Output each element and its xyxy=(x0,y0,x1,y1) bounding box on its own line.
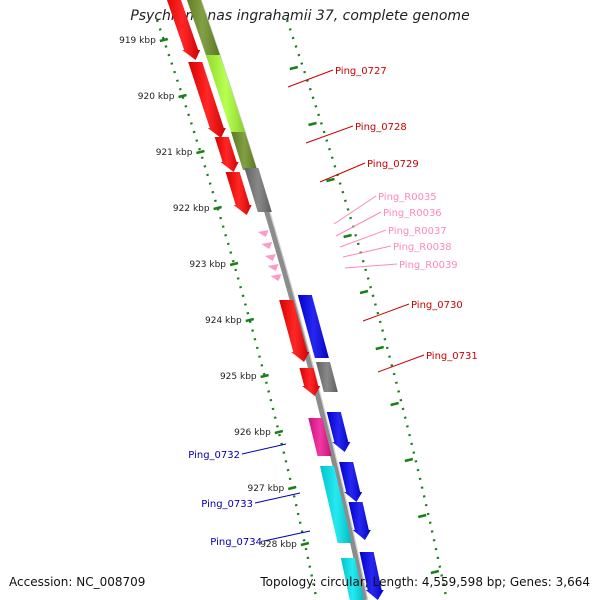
tick-mark-right xyxy=(308,121,317,127)
tick-mark-left xyxy=(178,93,187,99)
tick-label: 927 kbp xyxy=(248,484,285,494)
gene-label[interactable]: Ping_0728 xyxy=(355,122,407,133)
gene-label[interactable]: Ping_R0038 xyxy=(393,242,452,253)
tick-label: 919 kbp xyxy=(119,36,156,46)
gene-feature-shade xyxy=(299,368,321,396)
gene-label-connector xyxy=(362,303,410,322)
gene-feature-shade xyxy=(316,362,338,392)
accession-text: Accession: NC_008709 xyxy=(9,575,146,589)
gene-feature-shade xyxy=(326,412,351,452)
tick-label: 920 kbp xyxy=(138,92,175,102)
gene-feature-shade xyxy=(186,0,221,58)
tick-label: 922 kbp xyxy=(173,204,210,214)
gene-feature-shade xyxy=(225,172,252,215)
gene-feature-shade xyxy=(188,62,226,138)
gene-label[interactable]: Ping_R0039 xyxy=(399,260,458,271)
tick-label: 926 kbp xyxy=(234,428,271,438)
rna-feature-pink xyxy=(261,242,273,249)
tick-mark-right xyxy=(359,289,369,295)
gene-feature-shade xyxy=(279,300,310,362)
tick-label: 924 kbp xyxy=(205,316,242,326)
gene-label-connector xyxy=(254,492,301,504)
gene-label[interactable]: Ping_0733 xyxy=(201,499,253,510)
tick-mark-right xyxy=(343,233,352,239)
gene-feature-shade xyxy=(340,558,364,600)
tick-mark-left xyxy=(159,37,169,43)
tick-mark-right xyxy=(404,457,414,463)
gene-label-connector xyxy=(342,245,392,258)
tick-mark-right xyxy=(375,345,385,351)
tick-mark-left xyxy=(229,261,239,267)
gene-label-connector xyxy=(335,211,382,237)
tick-label: 928 kbp xyxy=(260,540,297,550)
gene-label-connector xyxy=(263,530,311,542)
gene-label-connector xyxy=(319,162,366,183)
gene-label-connector xyxy=(339,229,387,248)
gene-feature-shade xyxy=(339,462,363,502)
gene-feature-shade xyxy=(205,55,246,132)
tick-label: 925 kbp xyxy=(220,372,257,382)
tick-mark-left xyxy=(196,149,205,155)
gene-feature-shade xyxy=(308,418,332,456)
tick-label: 921 kbp xyxy=(156,148,193,158)
gene-feature-shade xyxy=(348,502,371,540)
tick-label: 923 kbp xyxy=(189,260,226,270)
gene-feature-shade xyxy=(244,168,272,212)
tick-mark-right xyxy=(326,177,335,183)
gene-feature-shade xyxy=(297,295,329,358)
rna-feature-pink xyxy=(257,230,269,237)
gene-label-connector xyxy=(377,354,425,373)
gene-feature-shade xyxy=(359,552,384,600)
gene-feature-shade xyxy=(231,132,257,170)
tick-mark-left xyxy=(213,205,222,211)
gene-label[interactable]: Ping_0727 xyxy=(335,66,387,77)
gene-label[interactable]: Ping_0729 xyxy=(367,159,419,170)
gene-label-connector xyxy=(241,443,287,455)
gene-label-connector xyxy=(344,263,398,269)
tick-mark-left xyxy=(300,541,310,547)
gene-label-connector xyxy=(333,195,377,225)
genome-summary-text: Topology: circular; Length: 4,559,598 bp… xyxy=(260,575,590,589)
gene-label[interactable]: Ping_0730 xyxy=(411,300,463,311)
gene-label-connector xyxy=(287,69,334,88)
gene-label[interactable]: Ping_R0036 xyxy=(383,208,442,219)
tick-mark-right xyxy=(430,569,440,575)
tick-mark-right xyxy=(390,401,399,407)
tick-mark-left xyxy=(245,317,255,323)
gene-label[interactable]: Ping_R0035 xyxy=(378,192,437,203)
rna-feature-pink xyxy=(270,274,282,281)
rna-feature-pink xyxy=(264,254,276,261)
tick-mark-right xyxy=(289,65,299,71)
gene-label[interactable]: Ping_0732 xyxy=(188,450,240,461)
genome-backbone-highlight xyxy=(200,0,369,600)
gene-label-connector xyxy=(305,125,354,144)
gene-label[interactable]: Ping_0734 xyxy=(210,537,262,548)
gene-label[interactable]: Ping_0731 xyxy=(426,351,478,362)
gene-feature-shade xyxy=(320,466,352,543)
tick-mark-left xyxy=(260,373,269,379)
gene-feature-shade xyxy=(166,0,201,60)
map-title: Psychromonas ingrahamii 37, complete gen… xyxy=(130,8,470,24)
tick-mark-left xyxy=(274,429,284,435)
tick-mark-right xyxy=(417,513,427,519)
gene-feature-shade xyxy=(214,137,239,172)
tick-mark-left xyxy=(287,485,297,491)
rna-feature-pink xyxy=(267,264,279,271)
gene-label[interactable]: Ping_R0037 xyxy=(388,226,447,237)
